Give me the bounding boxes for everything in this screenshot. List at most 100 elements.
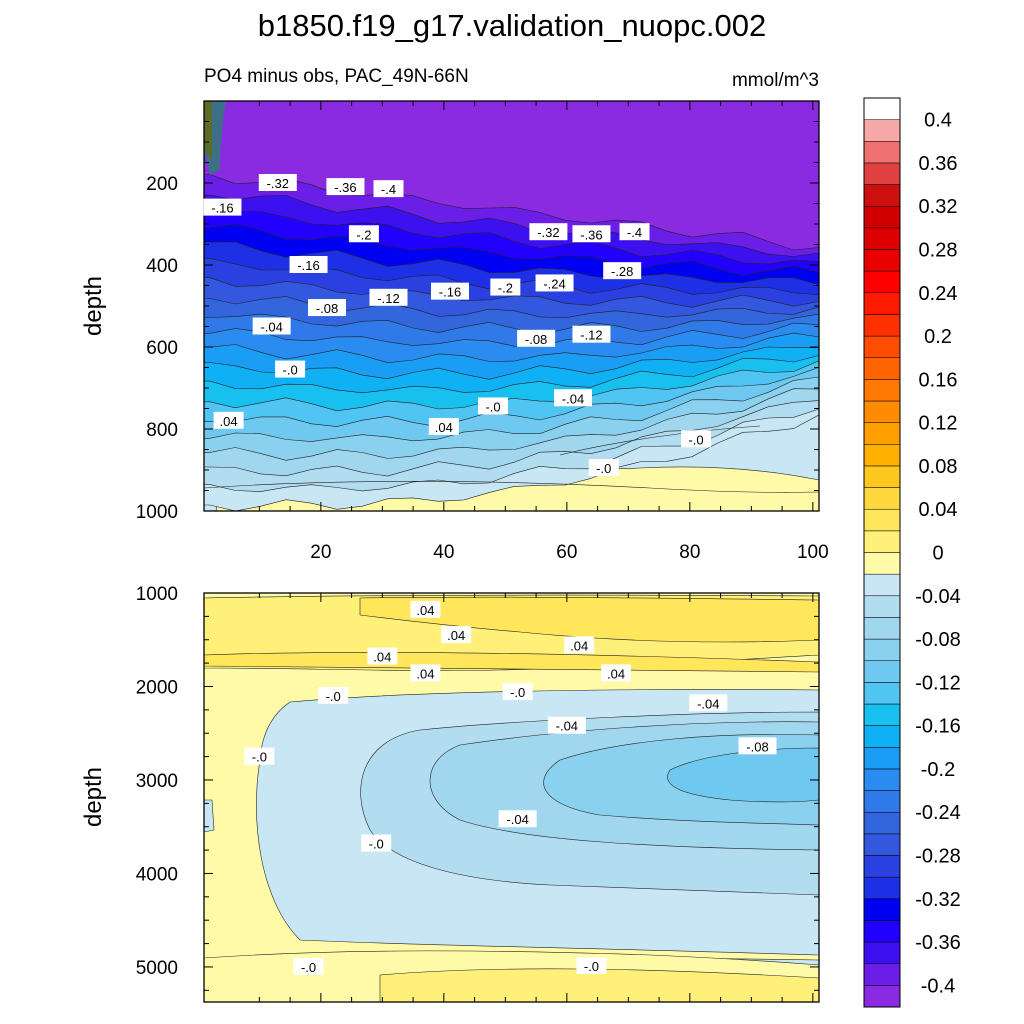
colorbar-tick-label: 0.12 xyxy=(919,413,958,435)
colorbar-box xyxy=(863,422,901,445)
colorbar-box xyxy=(863,508,901,532)
colorbar-tick-label: 0.24 xyxy=(919,283,958,305)
colorbar-tick-label: 0.08 xyxy=(919,456,958,478)
contour-label: -.12 xyxy=(377,291,399,306)
colorbar-tick-label: -0.4 xyxy=(921,975,955,997)
contour-label: -.28 xyxy=(611,264,633,279)
upper-contour-band xyxy=(204,101,819,251)
colorbar-tick-labels: -0.4 -0.36 -0.32 -0.28 -0.24 -0.2 -0.16 -0.12 -0… xyxy=(915,110,961,998)
y-tick-label: 5000 xyxy=(136,958,178,979)
contour-label: -.04 xyxy=(697,696,719,711)
contour-label-box xyxy=(373,180,404,198)
contour-label: -.08 xyxy=(525,332,547,347)
colorbar-tick-label: -0.08 xyxy=(915,629,961,651)
y-tick-label: 600 xyxy=(146,338,178,359)
contour-label: -.04 xyxy=(562,391,584,406)
colorbar-box xyxy=(863,335,901,358)
contour-label-box xyxy=(502,683,533,701)
upper-bottom-band xyxy=(204,480,819,493)
contour-label-box xyxy=(619,223,650,241)
contour-label: -.0 xyxy=(326,689,341,704)
colorbar-box xyxy=(863,227,901,250)
y-tick-label: 1000 xyxy=(136,502,178,523)
colorbar-box xyxy=(863,249,901,272)
contour-label: .04 xyxy=(570,638,588,653)
colorbar-box xyxy=(863,400,901,423)
contour-label-box xyxy=(308,299,346,317)
y-tick-label: 1000 xyxy=(136,584,178,605)
contour-label-box xyxy=(478,397,509,415)
contour-label-box xyxy=(318,686,349,704)
contour-label-box xyxy=(348,225,379,243)
colorbar-box xyxy=(863,270,901,294)
contour-label-box xyxy=(498,810,537,828)
colorbar-box xyxy=(863,379,901,402)
contour-label: -.04 xyxy=(556,719,578,734)
colorbar-box xyxy=(863,790,901,813)
contour-label: .04 xyxy=(435,420,453,435)
contour-label: .04 xyxy=(416,666,434,681)
colorbar-frame xyxy=(863,97,901,1008)
contour-label: -.32 xyxy=(267,176,289,191)
x-axis-tick-labels: 20 40 60 80 100 xyxy=(310,542,828,563)
colorbar-box xyxy=(863,920,901,943)
contour-label-box xyxy=(258,174,297,191)
colorbar-box xyxy=(863,682,901,705)
y-tick-label: 3000 xyxy=(136,771,178,792)
colorbar-tick-label: 0.2 xyxy=(924,326,952,348)
colorbar-box xyxy=(863,725,901,748)
contour-label-box xyxy=(361,834,392,852)
contour-label-box xyxy=(588,458,619,476)
contour-label-box xyxy=(275,360,306,378)
contour-label: -.0 xyxy=(252,750,267,765)
contour-label: -.16 xyxy=(211,201,233,216)
colorbar-tick-label: 0.28 xyxy=(919,240,958,262)
contour-label: -.0 xyxy=(369,837,384,852)
contour-label-box xyxy=(431,282,469,300)
lower-bottom-positive-core xyxy=(379,968,819,1002)
contour-label-box xyxy=(529,223,568,241)
contour-label: -.0 xyxy=(485,399,500,414)
contour-label-box xyxy=(369,288,408,306)
contour-label-box xyxy=(289,256,328,273)
contour-label: -.08 xyxy=(316,301,338,316)
x-tick-label: 40 xyxy=(433,542,454,563)
contour-label-box xyxy=(203,198,242,216)
colorbar-box xyxy=(863,617,901,640)
y-tick-label: 200 xyxy=(146,174,178,195)
contour-label: -.08 xyxy=(746,739,768,754)
contour-label: -.4 xyxy=(627,225,642,240)
colorbar-box xyxy=(863,552,901,575)
colorbar-box xyxy=(863,898,901,921)
colorbar-box xyxy=(863,941,901,964)
contour-label: -.12 xyxy=(580,328,602,343)
colorbar-box xyxy=(863,811,901,835)
contour-label: -.2 xyxy=(498,281,513,296)
colorbar-box xyxy=(863,444,901,467)
contour-label-box xyxy=(603,262,642,280)
contour-label: -.0 xyxy=(688,432,703,447)
colorbar-box xyxy=(863,638,901,661)
contour-label: -.0 xyxy=(301,960,316,975)
contour-label-box xyxy=(244,747,275,765)
y-tick-label: 4000 xyxy=(136,864,178,885)
chart-title: b1850.f19_g17.validation_nuopc.002 xyxy=(258,8,767,43)
contour-label: -.16 xyxy=(297,258,319,273)
colorbar-box xyxy=(863,833,901,856)
lower-left-negative-lobe xyxy=(204,799,215,833)
colorbar-box xyxy=(863,963,901,986)
contour-label: -.16 xyxy=(439,285,461,300)
colorbar-box xyxy=(863,876,901,900)
colorbar-tick-label: -0.16 xyxy=(915,716,961,738)
contour-label-box xyxy=(738,737,777,755)
colorbar-tick-label: -0.24 xyxy=(915,802,961,824)
contour-label: .04 xyxy=(416,603,434,618)
colorbar-box xyxy=(863,768,901,791)
contour-label: -.2 xyxy=(356,227,371,242)
colorbar-box xyxy=(863,314,901,337)
contour-label: -.4 xyxy=(381,182,396,197)
contour-label-box xyxy=(535,274,574,292)
x-tick-label: 60 xyxy=(556,542,577,563)
upper-axis-ticks: 200 400 600 800 1000 xyxy=(136,100,819,523)
